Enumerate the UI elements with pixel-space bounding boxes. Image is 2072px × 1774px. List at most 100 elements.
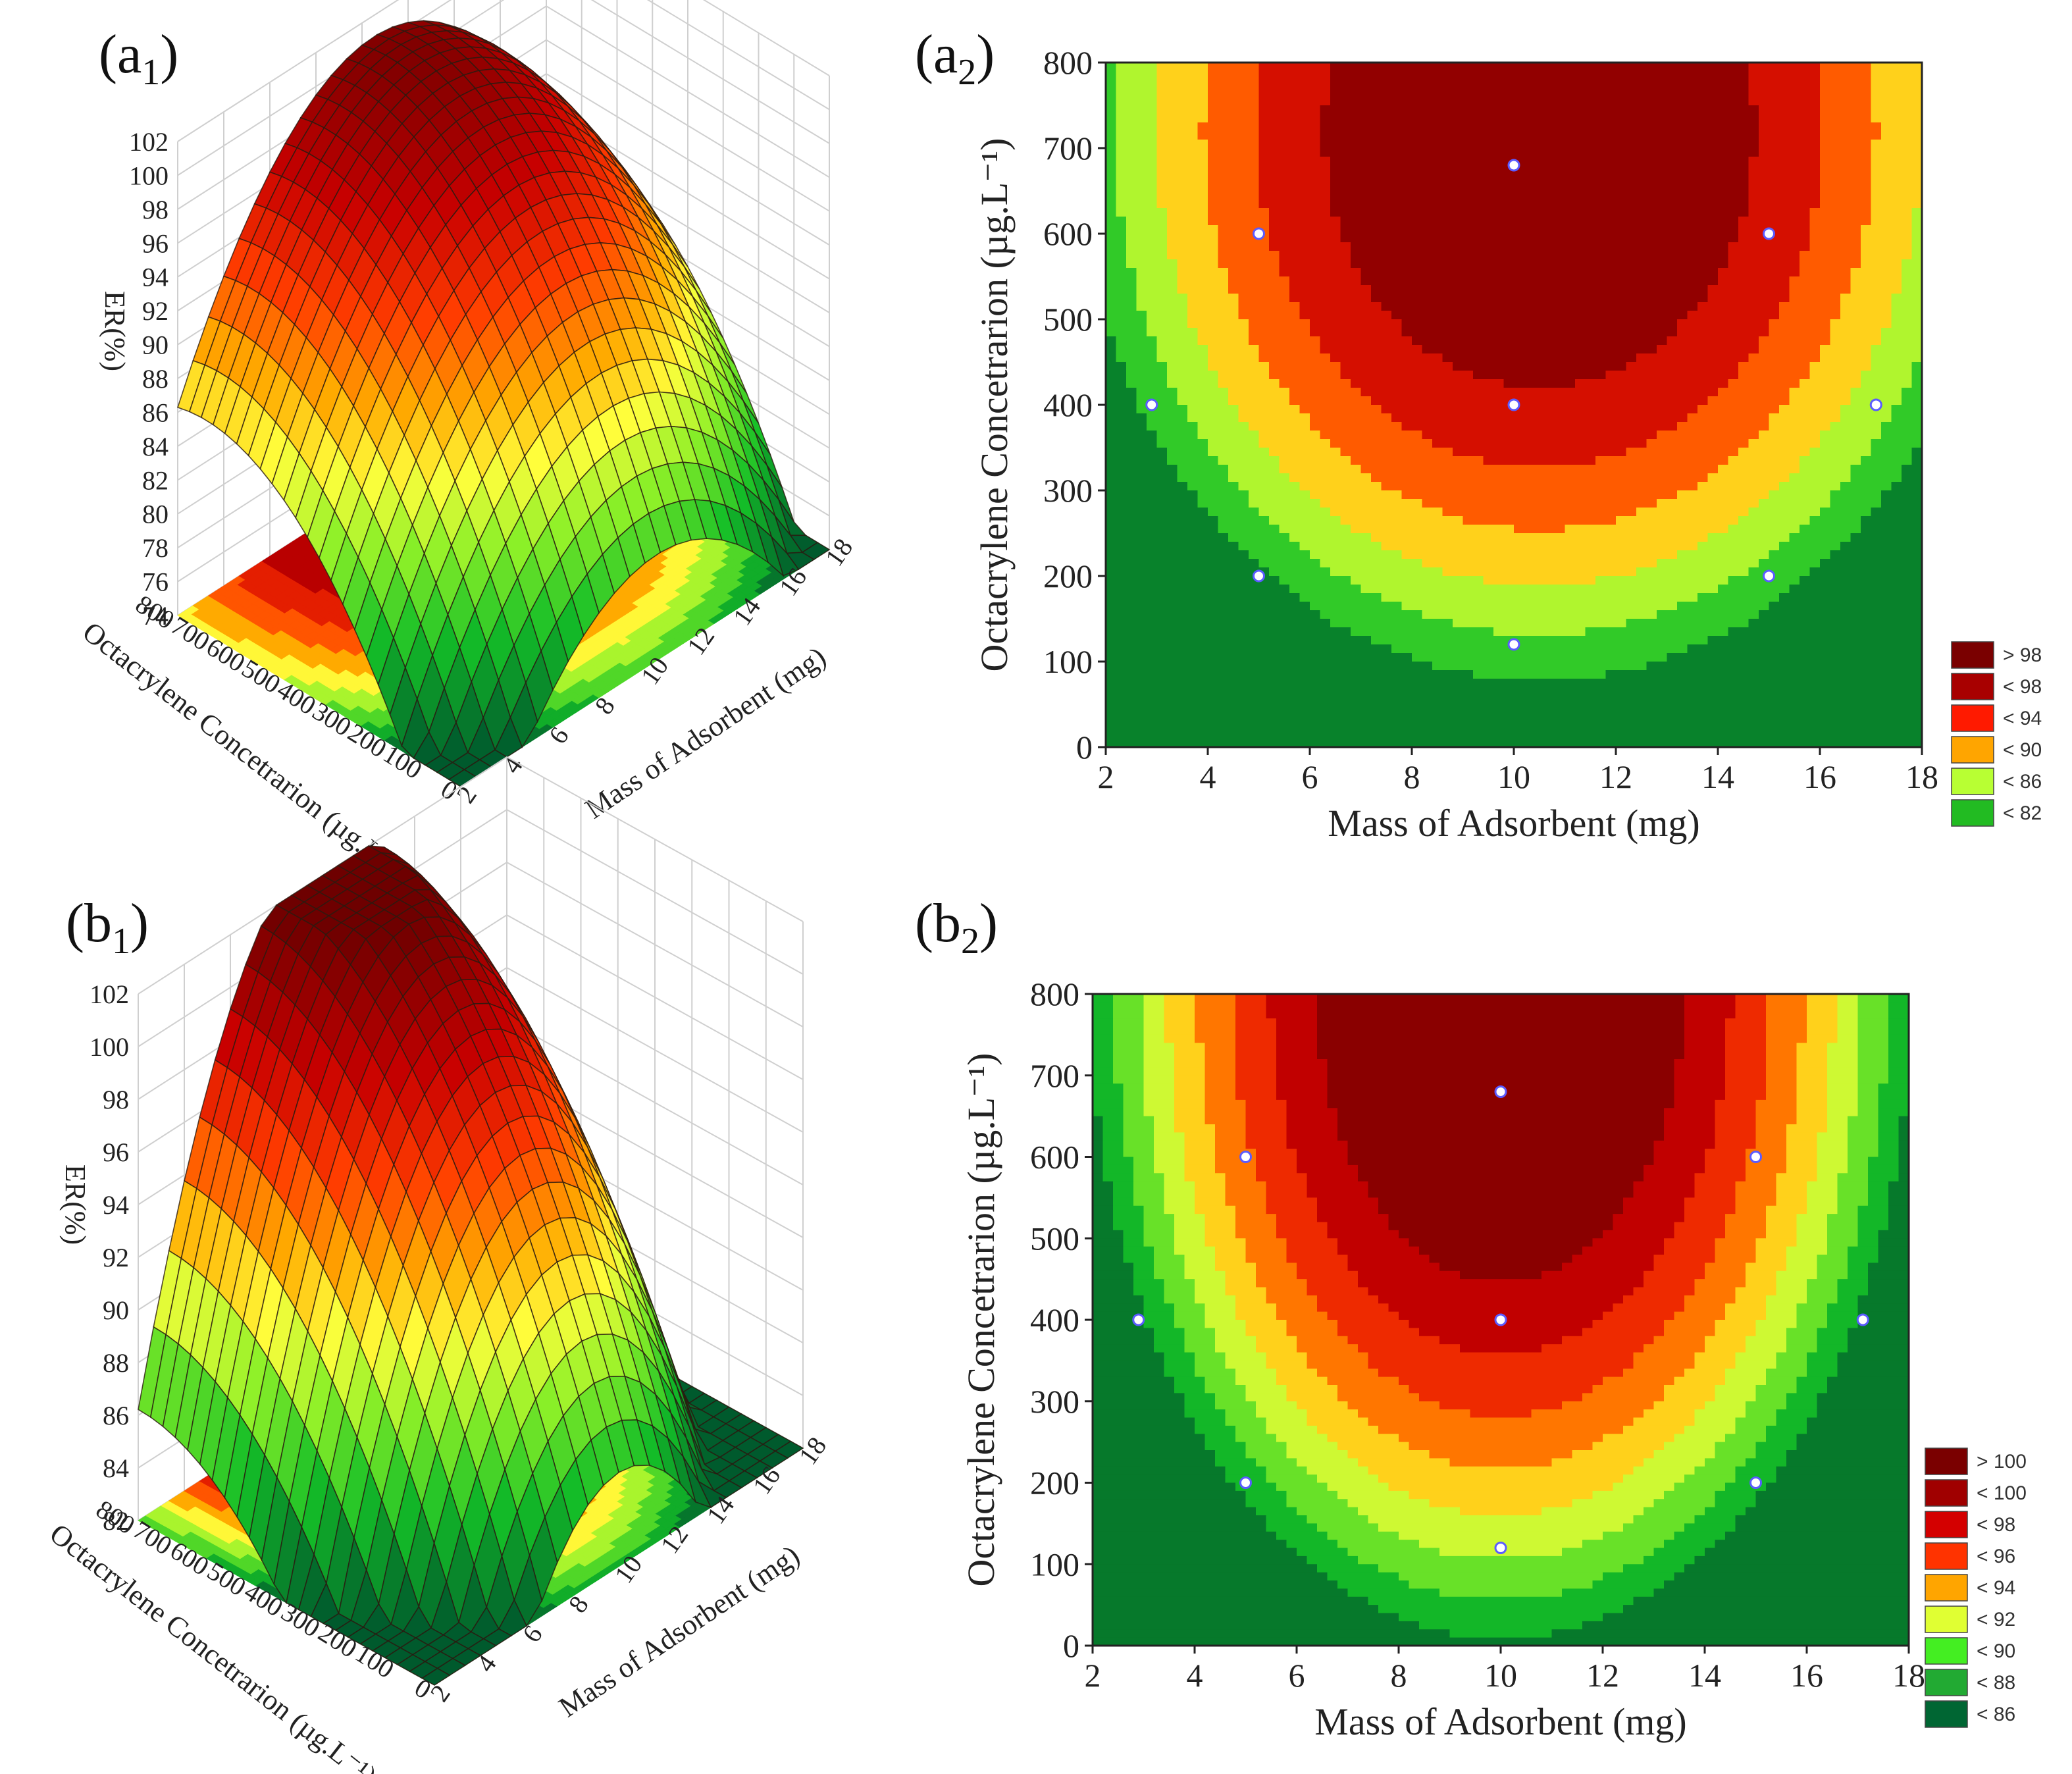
contour-cell	[1167, 371, 1178, 380]
contour-cell	[1106, 439, 1117, 448]
contour-cell	[1218, 379, 1229, 388]
contour-cell	[1279, 276, 1290, 286]
contour-cell	[1147, 679, 1158, 688]
contour-cell	[1228, 396, 1239, 405]
contour-cell	[1351, 593, 1362, 602]
contour-cell	[1289, 490, 1301, 500]
contour-cell	[1177, 636, 1188, 645]
contour-cell	[1167, 439, 1178, 448]
contour-cell	[1351, 328, 1362, 337]
contour-cell	[1218, 371, 1229, 380]
contour-cell	[1126, 405, 1137, 414]
contour-cell	[1299, 499, 1310, 508]
contour-cell	[1197, 610, 1208, 619]
contour-cell	[1126, 88, 1137, 97]
contour-cell	[1310, 165, 1321, 174]
contour-cell	[1330, 636, 1341, 645]
contour-cell	[1197, 721, 1208, 731]
contour-cell	[1310, 259, 1321, 269]
contour-cell	[1279, 542, 1290, 551]
contour-cell	[1177, 234, 1188, 243]
contour-cell	[1299, 80, 1310, 89]
contour-cell	[1126, 396, 1137, 405]
contour-cell	[1177, 456, 1188, 465]
contour-cell	[1136, 559, 1147, 568]
contour-cell	[1177, 268, 1188, 277]
contour-cell	[1228, 63, 1239, 72]
contour-cell	[1177, 217, 1188, 226]
contour-cell	[1330, 71, 1341, 80]
contour-cell	[1106, 456, 1117, 465]
contour-cell	[1299, 422, 1310, 431]
contour-cell	[1177, 63, 1188, 72]
contour-cell	[1360, 208, 1372, 217]
contour-cell	[1351, 465, 1362, 474]
contour-cell	[1106, 585, 1117, 594]
contour-cell	[1289, 602, 1301, 611]
contour-cell	[1228, 627, 1239, 637]
contour-cell	[1187, 516, 1199, 525]
contour-cell	[1156, 696, 1168, 705]
contour-cell	[1228, 670, 1239, 679]
contour-cell	[1177, 285, 1188, 294]
contour-cell	[1310, 105, 1321, 115]
contour-cell	[1351, 482, 1362, 491]
contour-cell	[1187, 242, 1199, 251]
contour-cell	[1330, 371, 1341, 380]
contour-cell	[1320, 413, 1331, 423]
contour-cell	[1289, 422, 1301, 431]
contour-cell	[1147, 610, 1158, 619]
contour-cell	[1167, 610, 1178, 619]
contour-cell	[1156, 63, 1168, 72]
contour-cell	[1197, 619, 1208, 628]
contour-cell	[1147, 268, 1158, 277]
contour-cell	[1208, 704, 1219, 714]
contour-cell	[1320, 140, 1331, 149]
contour-cell	[1197, 259, 1208, 269]
contour-cell	[1299, 396, 1310, 405]
contour-cell	[1156, 704, 1168, 714]
contour-cell	[1228, 302, 1239, 311]
contour-cell	[1208, 396, 1219, 405]
contour-cell	[1167, 80, 1178, 89]
contour-cell	[1340, 131, 1351, 140]
contour-cell	[1351, 319, 1362, 328]
contour-cell	[1167, 311, 1178, 320]
contour-cell	[1310, 208, 1321, 217]
contour-cell	[1351, 345, 1362, 354]
contour-cell	[1258, 670, 1270, 679]
contour-cell	[1351, 199, 1362, 209]
contour-cell	[1249, 602, 1260, 611]
contour-cell	[1269, 388, 1280, 397]
contour-cell	[1156, 336, 1168, 346]
contour-cell	[1330, 285, 1341, 294]
contour-cell	[1187, 345, 1199, 354]
contour-cell	[1238, 140, 1249, 149]
contour-cell	[1116, 525, 1127, 534]
contour-cell	[1136, 525, 1147, 534]
contour-cell	[1156, 456, 1168, 465]
contour-cell	[1136, 345, 1147, 354]
contour-cell	[1167, 88, 1178, 97]
contour-cell	[1310, 71, 1321, 80]
contour-cell	[1279, 687, 1290, 696]
contour-cell	[1279, 362, 1290, 371]
contour-cell	[1340, 336, 1351, 346]
contour-cell	[1126, 199, 1137, 209]
contour-cell	[1116, 208, 1127, 217]
contour-cell	[1208, 294, 1219, 303]
contour-cell	[1187, 585, 1199, 594]
contour-cell	[1126, 182, 1137, 192]
contour-cell	[1310, 114, 1321, 123]
contour-cell	[1126, 533, 1137, 542]
contour-cell	[1147, 148, 1158, 157]
contour-cell	[1238, 465, 1249, 474]
contour-cell	[1330, 610, 1341, 619]
contour-cell	[1136, 379, 1147, 388]
contour-cell	[1360, 388, 1372, 397]
contour-cell	[1116, 499, 1127, 508]
contour-cell	[1320, 619, 1331, 628]
contour-cell	[1147, 131, 1158, 140]
contour-cell	[1167, 148, 1178, 157]
contour-cell	[1106, 251, 1117, 260]
